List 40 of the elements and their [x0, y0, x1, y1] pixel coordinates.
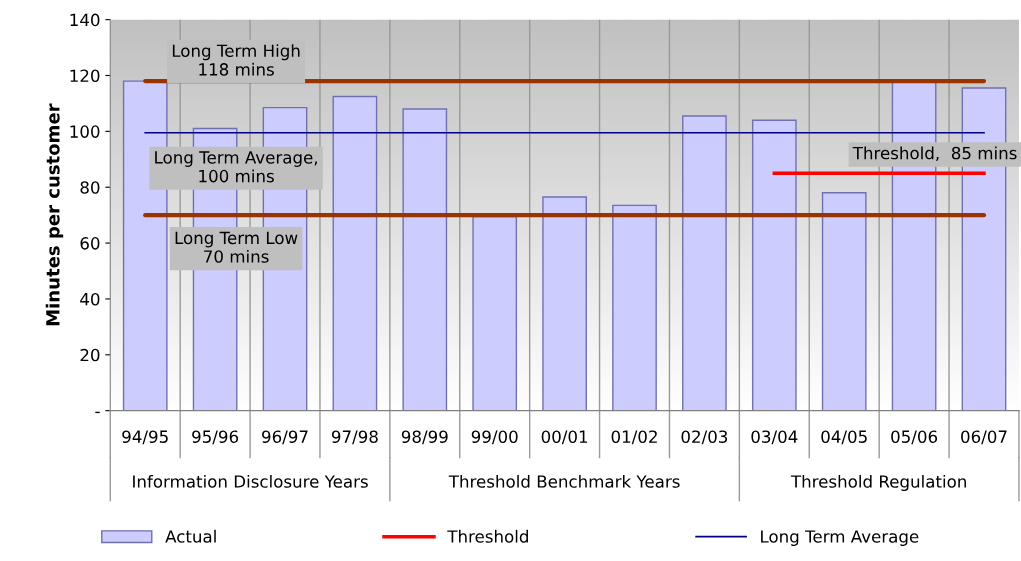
x-tick-label: 03/04: [751, 430, 798, 445]
y-tick-label: 60: [80, 237, 100, 250]
bar: [682, 115, 727, 411]
text: Information Disclosure Years: [133, 474, 368, 488]
text: Threshold Benchmark Years: [448, 474, 680, 488]
y-tick-label: -: [95, 411, 100, 414]
y-tick-label: 40: [80, 292, 100, 306]
ref-line-label: Long Term Low 70 mins: [175, 231, 298, 263]
x-tick-label: 02/03: [681, 430, 728, 445]
x-tick-label: 94/95: [122, 430, 168, 445]
bar: [332, 95, 378, 411]
x-tick-label: 98/99: [401, 430, 448, 445]
x-tick-label: 00/01: [541, 430, 588, 445]
annotation: Long Term Average, 100 mins: [155, 151, 317, 183]
x-tick-label: 01/02: [611, 430, 657, 445]
bar: [472, 215, 518, 411]
legend-label: Threshold: [447, 529, 528, 543]
bar: [751, 119, 797, 411]
annotation: Threshold, 85 mins: [852, 146, 1017, 162]
y-tick-label: 20: [80, 348, 100, 362]
y-tick-label: 100: [70, 125, 100, 138]
bar: [612, 204, 657, 411]
x-tick-label: 99/00: [471, 430, 518, 445]
bar: [542, 196, 587, 411]
y-tick-label: 120: [70, 69, 100, 83]
text: Threshold Regulation: [790, 474, 966, 492]
y-tick-label: 140: [70, 13, 100, 27]
legend-label: Actual: [165, 529, 216, 543]
bar: [402, 108, 448, 411]
x-tick-label: 97/98: [331, 430, 378, 445]
x-tick-label: 04/05: [821, 430, 867, 445]
y-tick-label: 80: [80, 181, 100, 194]
y-axis-title: Minutes per customer: [45, 103, 64, 326]
x-tick-label: 05/06: [891, 430, 938, 445]
x-tick-label: 96/97: [262, 430, 308, 445]
bar: [821, 192, 867, 411]
legend-label: Long Term Average: [761, 530, 919, 546]
x-tick-label: 06/07: [961, 430, 1007, 445]
ref-line-label: Long Term High 118 mins: [172, 44, 300, 76]
x-tick-label: 95/96: [192, 430, 239, 445]
